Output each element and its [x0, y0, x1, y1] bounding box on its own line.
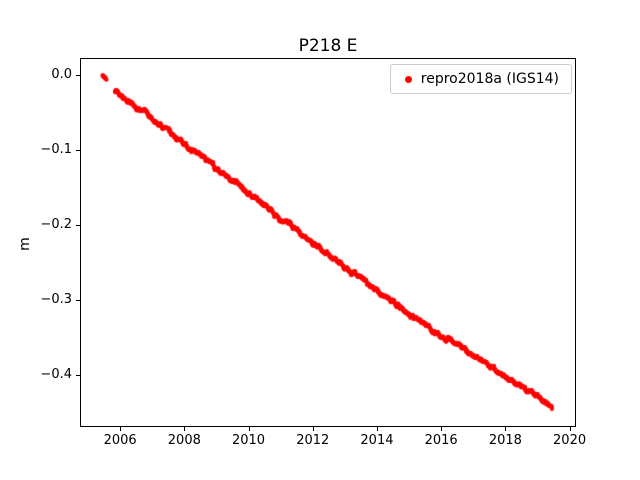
x-tick-label: 2020	[553, 433, 587, 448]
x-tick-label: 2012	[296, 433, 330, 448]
x-tick-mark	[441, 427, 443, 431]
x-tick-label: 2006	[103, 433, 137, 448]
x-tick-label: 2014	[360, 433, 394, 448]
y-tick-label: −0.4	[40, 366, 72, 382]
y-tick-label: −0.2	[40, 216, 72, 232]
y-tick-mark	[76, 74, 80, 76]
legend-entry-label: repro2018a (IGS14)	[420, 71, 559, 87]
x-tick-label: 2016	[424, 433, 458, 448]
x-tick-mark	[184, 427, 186, 431]
x-tick-mark	[120, 427, 122, 431]
scatter-plot-area	[80, 58, 576, 427]
x-tick-label: 2008	[167, 433, 201, 448]
chart-title: P218 E	[298, 36, 358, 56]
y-tick-mark	[76, 299, 80, 301]
x-tick-mark	[312, 427, 314, 431]
y-axis-label: m	[16, 237, 33, 251]
y-tick-mark	[76, 224, 80, 226]
x-tick-mark	[569, 427, 571, 431]
x-tick-label: 2018	[488, 433, 522, 448]
y-tick-label: 0.0	[51, 66, 72, 82]
y-tick-mark	[76, 374, 80, 376]
x-tick-mark	[376, 427, 378, 431]
legend-marker-dot-icon	[404, 75, 412, 83]
y-tick-mark	[76, 149, 80, 151]
x-tick-mark	[505, 427, 507, 431]
x-tick-label: 2010	[231, 433, 266, 448]
legend: repro2018a (IGS14)	[389, 64, 572, 94]
y-tick-label: −0.3	[40, 291, 72, 307]
y-tick-label: −0.1	[40, 141, 72, 157]
x-tick-mark	[248, 427, 250, 431]
